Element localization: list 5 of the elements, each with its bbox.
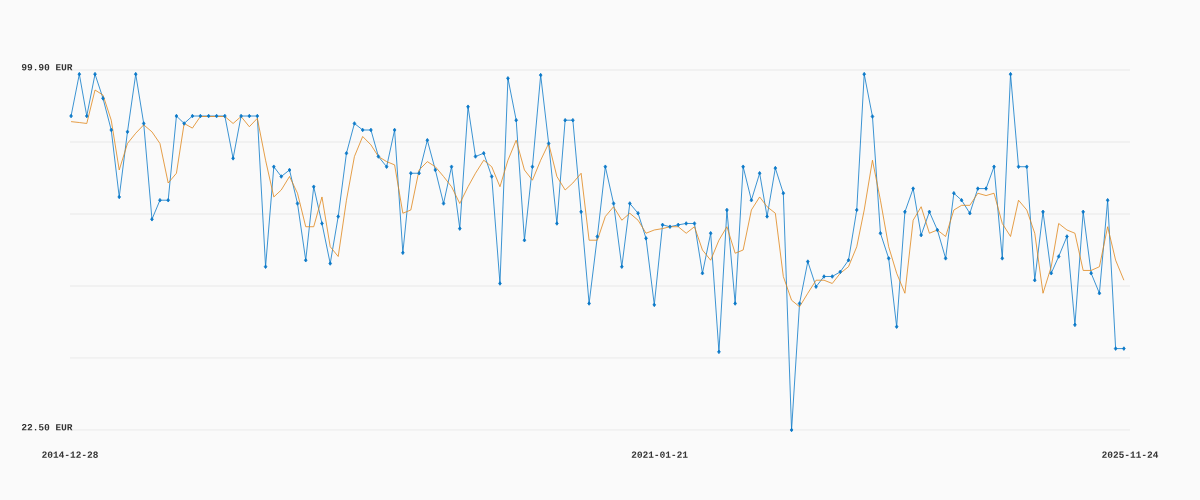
y-tick-label: 22.50 EUR [21,424,73,431]
y-tick-label: 99.90 EUR [21,64,73,71]
x-tick-label: 2025-11-24 [1102,451,1159,458]
x-tick-label: 2021-01-21 [631,451,688,458]
x-tick-label: 2014-12-28 [42,451,98,458]
